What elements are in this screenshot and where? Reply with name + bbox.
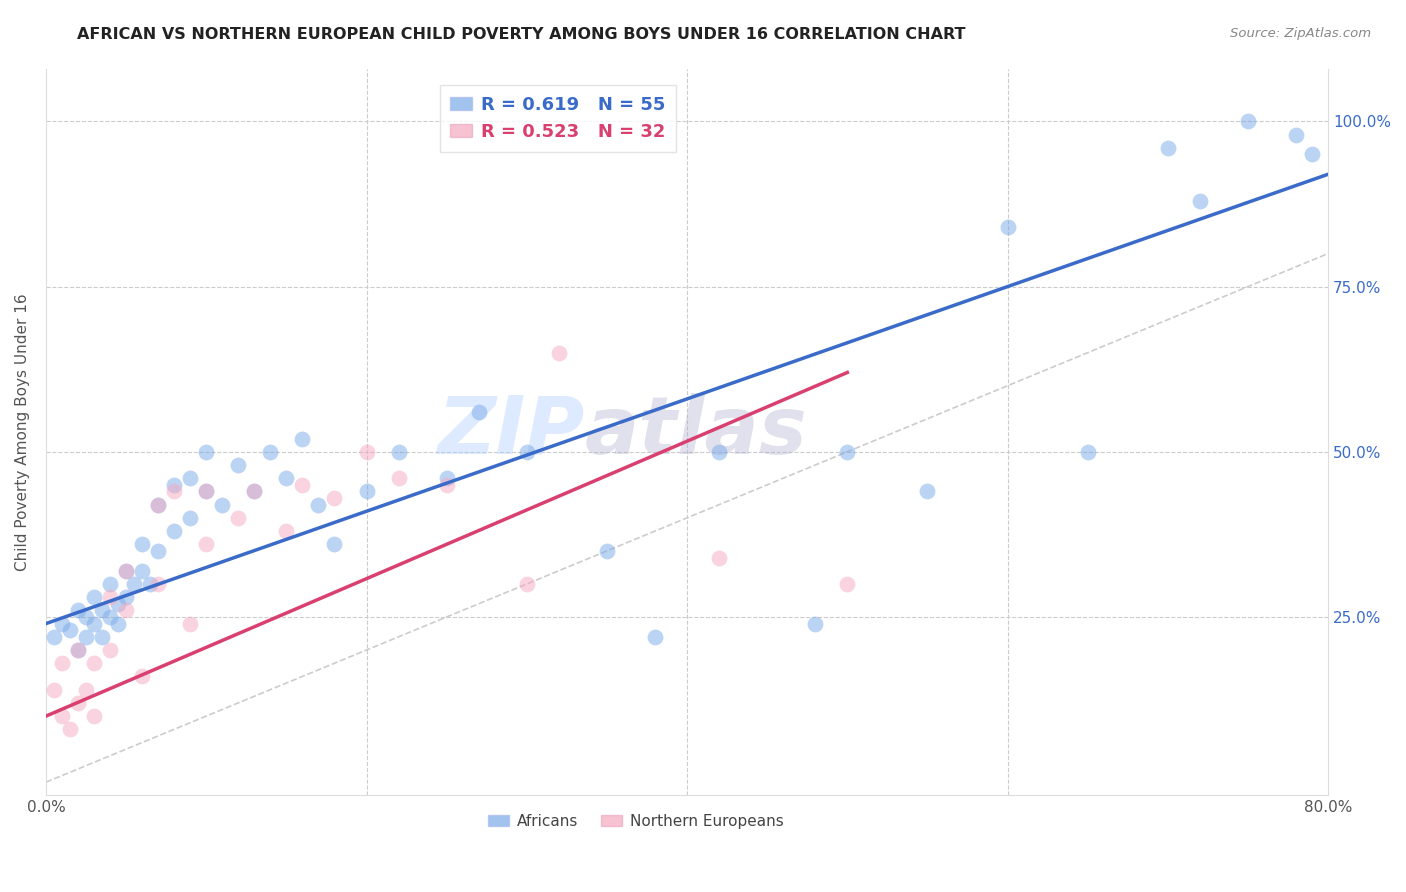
Point (163, 524, 186, 538)
Point (323, 537, 346, 551)
Point (596, 544, 619, 558)
Point (1077, 444, 1099, 458)
Point (139, 577, 162, 591)
Point (516, 444, 538, 458)
Point (115, 603, 138, 617)
Point (436, 471, 458, 485)
Point (98, 577, 121, 591)
Point (707, 550, 730, 565)
Point (115, 564, 138, 578)
Point (276, 471, 298, 485)
Point (51, 616, 73, 631)
Point (804, 616, 827, 631)
Point (131, 564, 153, 578)
Point (163, 484, 186, 499)
Point (107, 616, 129, 631)
Point (115, 590, 138, 604)
Point (75, 630, 97, 644)
Point (179, 616, 201, 631)
Point (195, 484, 218, 499)
Point (259, 444, 281, 458)
Point (356, 444, 378, 458)
Point (917, 484, 939, 499)
Point (42, 682, 65, 697)
Point (146, 498, 169, 512)
Point (66, 643, 89, 657)
Point (107, 597, 129, 611)
Point (291, 478, 314, 492)
Point (91, 630, 114, 644)
Point (195, 444, 218, 458)
Point (66, 696, 89, 710)
Point (226, 458, 249, 472)
Point (146, 577, 169, 591)
Legend: Africans, Northern Europeans: Africans, Northern Europeans (482, 808, 790, 835)
Point (436, 478, 458, 492)
Point (291, 432, 314, 446)
Point (75, 610, 97, 624)
Point (837, 577, 859, 591)
Point (644, 630, 666, 644)
Point (146, 498, 169, 512)
Point (1285, 128, 1308, 142)
Point (98, 590, 121, 604)
Point (83, 709, 105, 723)
Point (211, 498, 233, 512)
Point (51, 709, 73, 723)
Point (131, 537, 153, 551)
Point (243, 484, 266, 499)
Point (997, 220, 1019, 235)
Point (837, 444, 859, 458)
Point (66, 643, 89, 657)
Point (91, 603, 114, 617)
Point (547, 345, 569, 359)
Point (1301, 147, 1323, 161)
Point (1157, 141, 1180, 155)
Point (75, 682, 97, 697)
Y-axis label: Child Poverty Among Boys Under 16: Child Poverty Among Boys Under 16 (15, 293, 30, 571)
Point (42, 630, 65, 644)
Point (115, 564, 138, 578)
Point (226, 511, 249, 525)
Point (323, 491, 346, 505)
Point (83, 616, 105, 631)
Text: atlas: atlas (585, 393, 807, 471)
Point (163, 478, 186, 492)
Point (66, 603, 89, 617)
Text: AFRICAN VS NORTHERN EUROPEAN CHILD POVERTY AMONG BOYS UNDER 16 CORRELATION CHART: AFRICAN VS NORTHERN EUROPEAN CHILD POVER… (77, 27, 966, 42)
Point (387, 471, 409, 485)
Point (1237, 114, 1260, 128)
Point (98, 643, 121, 657)
Text: ZIP: ZIP (437, 393, 585, 471)
Point (179, 511, 201, 525)
Point (707, 444, 730, 458)
Point (122, 577, 145, 591)
Point (387, 444, 409, 458)
Point (195, 484, 218, 499)
Point (59, 723, 82, 737)
Point (131, 669, 153, 683)
Text: Source: ZipAtlas.com: Source: ZipAtlas.com (1230, 27, 1371, 40)
Point (243, 484, 266, 499)
Point (83, 590, 105, 604)
Point (146, 544, 169, 558)
Point (307, 498, 329, 512)
Point (98, 610, 121, 624)
Point (51, 657, 73, 671)
Point (467, 405, 489, 419)
Point (59, 623, 82, 637)
Point (83, 657, 105, 671)
Point (195, 537, 218, 551)
Point (356, 484, 378, 499)
Point (276, 524, 298, 538)
Point (1188, 194, 1211, 208)
Point (516, 577, 538, 591)
Point (179, 471, 201, 485)
